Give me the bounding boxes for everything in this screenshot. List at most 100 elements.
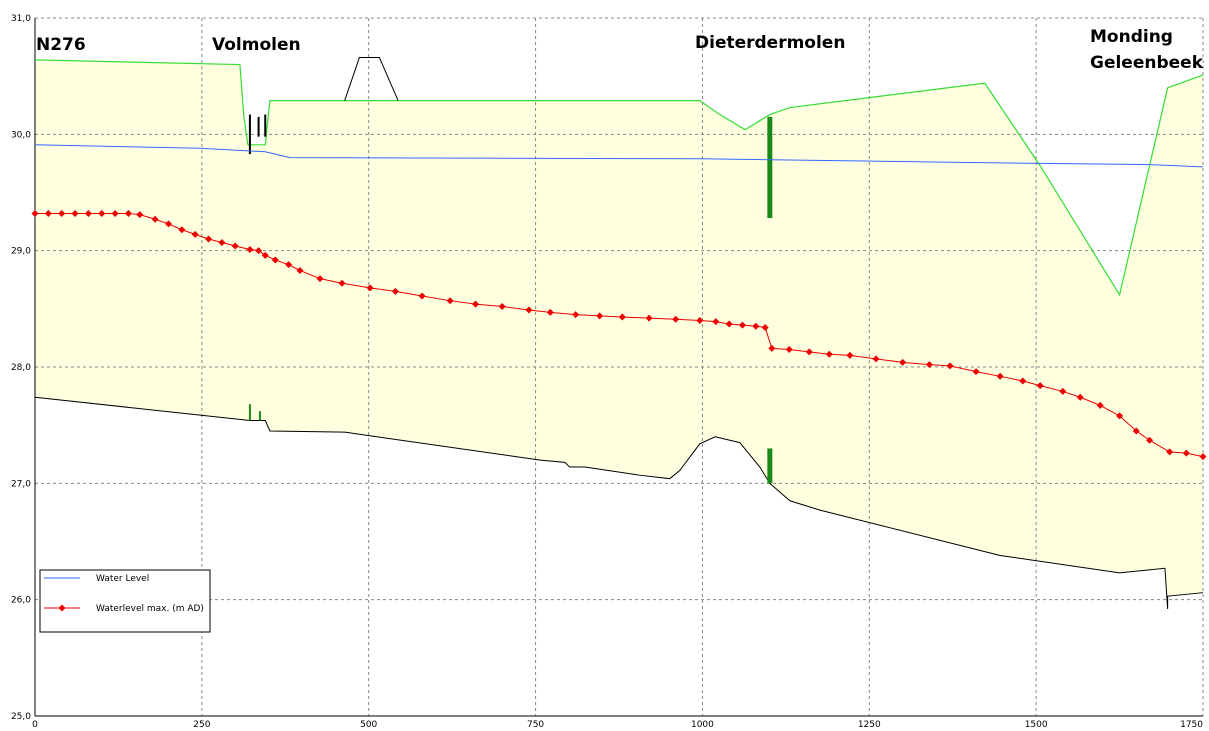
series-marker [71, 209, 79, 217]
y-tick-label: 27,0 [11, 479, 31, 489]
series-marker [872, 355, 880, 363]
series-marker [124, 209, 132, 217]
series-marker [1059, 387, 1067, 395]
structure [257, 116, 260, 137]
series-marker [946, 362, 954, 370]
series-marker [825, 350, 833, 358]
structure [264, 114, 267, 137]
series-marker [761, 323, 769, 331]
series-marker [58, 209, 66, 217]
structure [767, 448, 773, 484]
series-marker [296, 266, 304, 274]
floodplain-fill [35, 59, 1203, 609]
series-marker [525, 306, 533, 314]
structure [248, 114, 251, 155]
series-marker [391, 287, 399, 295]
series-marker [752, 322, 760, 330]
series-marker [785, 346, 793, 354]
series-marker [546, 308, 554, 316]
series-marker [768, 344, 776, 352]
series-marker [805, 348, 813, 356]
annotation: Geleenbeek [1090, 53, 1204, 73]
y-tick-label: 30,0 [11, 130, 31, 140]
series-marker [645, 314, 653, 322]
series-marker [246, 246, 254, 254]
y-tick-label: 31,0 [11, 14, 31, 24]
series-marker [84, 209, 92, 217]
legend-label: Waterlevel max. (m AD) [96, 604, 204, 614]
series-marker [338, 279, 346, 287]
series-line [34, 144, 1204, 168]
x-tick-label: 500 [360, 720, 377, 730]
series-marker [164, 220, 172, 228]
structure [248, 404, 251, 421]
series-marker [136, 211, 144, 219]
series-marker [725, 320, 733, 328]
series-marker [1166, 448, 1174, 456]
series-marker [1036, 382, 1044, 390]
x-tick-label: 1250 [858, 720, 881, 730]
series-marker [1019, 377, 1027, 385]
series-marker [972, 368, 980, 376]
annotation: Monding [1090, 27, 1173, 47]
series-marker [596, 312, 604, 320]
structure [258, 411, 261, 421]
series-marker [696, 316, 704, 324]
series-marker [366, 284, 374, 292]
series-marker [572, 311, 580, 319]
x-tick-label: 750 [527, 720, 544, 730]
y-tick-label: 26,0 [11, 596, 31, 606]
annotation: Volmolen [212, 35, 301, 55]
series-marker [846, 351, 854, 359]
series-marker [418, 292, 426, 300]
series-marker [472, 300, 480, 308]
series-marker [98, 209, 106, 217]
series-marker [1076, 393, 1084, 401]
x-tick-label: 1000 [691, 720, 714, 730]
series-marker [1096, 401, 1104, 409]
legend-box [39, 569, 211, 633]
series-marker [1132, 427, 1140, 435]
y-tick-label: 29,0 [11, 247, 31, 257]
series-marker [191, 230, 199, 238]
series-marker [899, 358, 907, 366]
series-marker [255, 247, 263, 255]
annotation: N276 [36, 35, 86, 55]
legend-label: Water Level [96, 574, 149, 584]
series-marker [618, 313, 626, 321]
series-marker [446, 297, 454, 305]
legend-marker [58, 604, 66, 612]
series-marker [1182, 449, 1190, 457]
annotation: Dieterdermolen [695, 33, 845, 53]
series-marker [498, 303, 506, 311]
series-marker [218, 239, 226, 247]
series-marker [111, 209, 119, 217]
x-tick-label: 1500 [1025, 720, 1048, 730]
y-tick-label: 28,0 [11, 363, 31, 373]
series-marker [31, 209, 39, 217]
bank-line [34, 59, 1204, 297]
series-marker [231, 242, 239, 250]
y-tick-label: 25,0 [11, 712, 31, 722]
x-tick-label: 1750 [1180, 720, 1203, 730]
series-marker [925, 361, 933, 369]
x-tick-label: 250 [193, 720, 210, 730]
series-marker [738, 321, 746, 329]
series-marker [205, 235, 213, 243]
series-marker [672, 315, 680, 323]
series-marker [261, 251, 269, 259]
series-marker [1146, 436, 1154, 444]
hill-line [344, 57, 399, 101]
structure [767, 116, 773, 219]
series-marker [285, 261, 293, 269]
series-marker [712, 318, 720, 326]
series-marker [178, 226, 186, 234]
series-marker [316, 275, 324, 283]
series-marker [996, 372, 1004, 380]
series-marker [271, 256, 279, 264]
series-marker [44, 209, 52, 217]
bed-line [34, 396, 1204, 610]
series-marker [1116, 412, 1124, 420]
